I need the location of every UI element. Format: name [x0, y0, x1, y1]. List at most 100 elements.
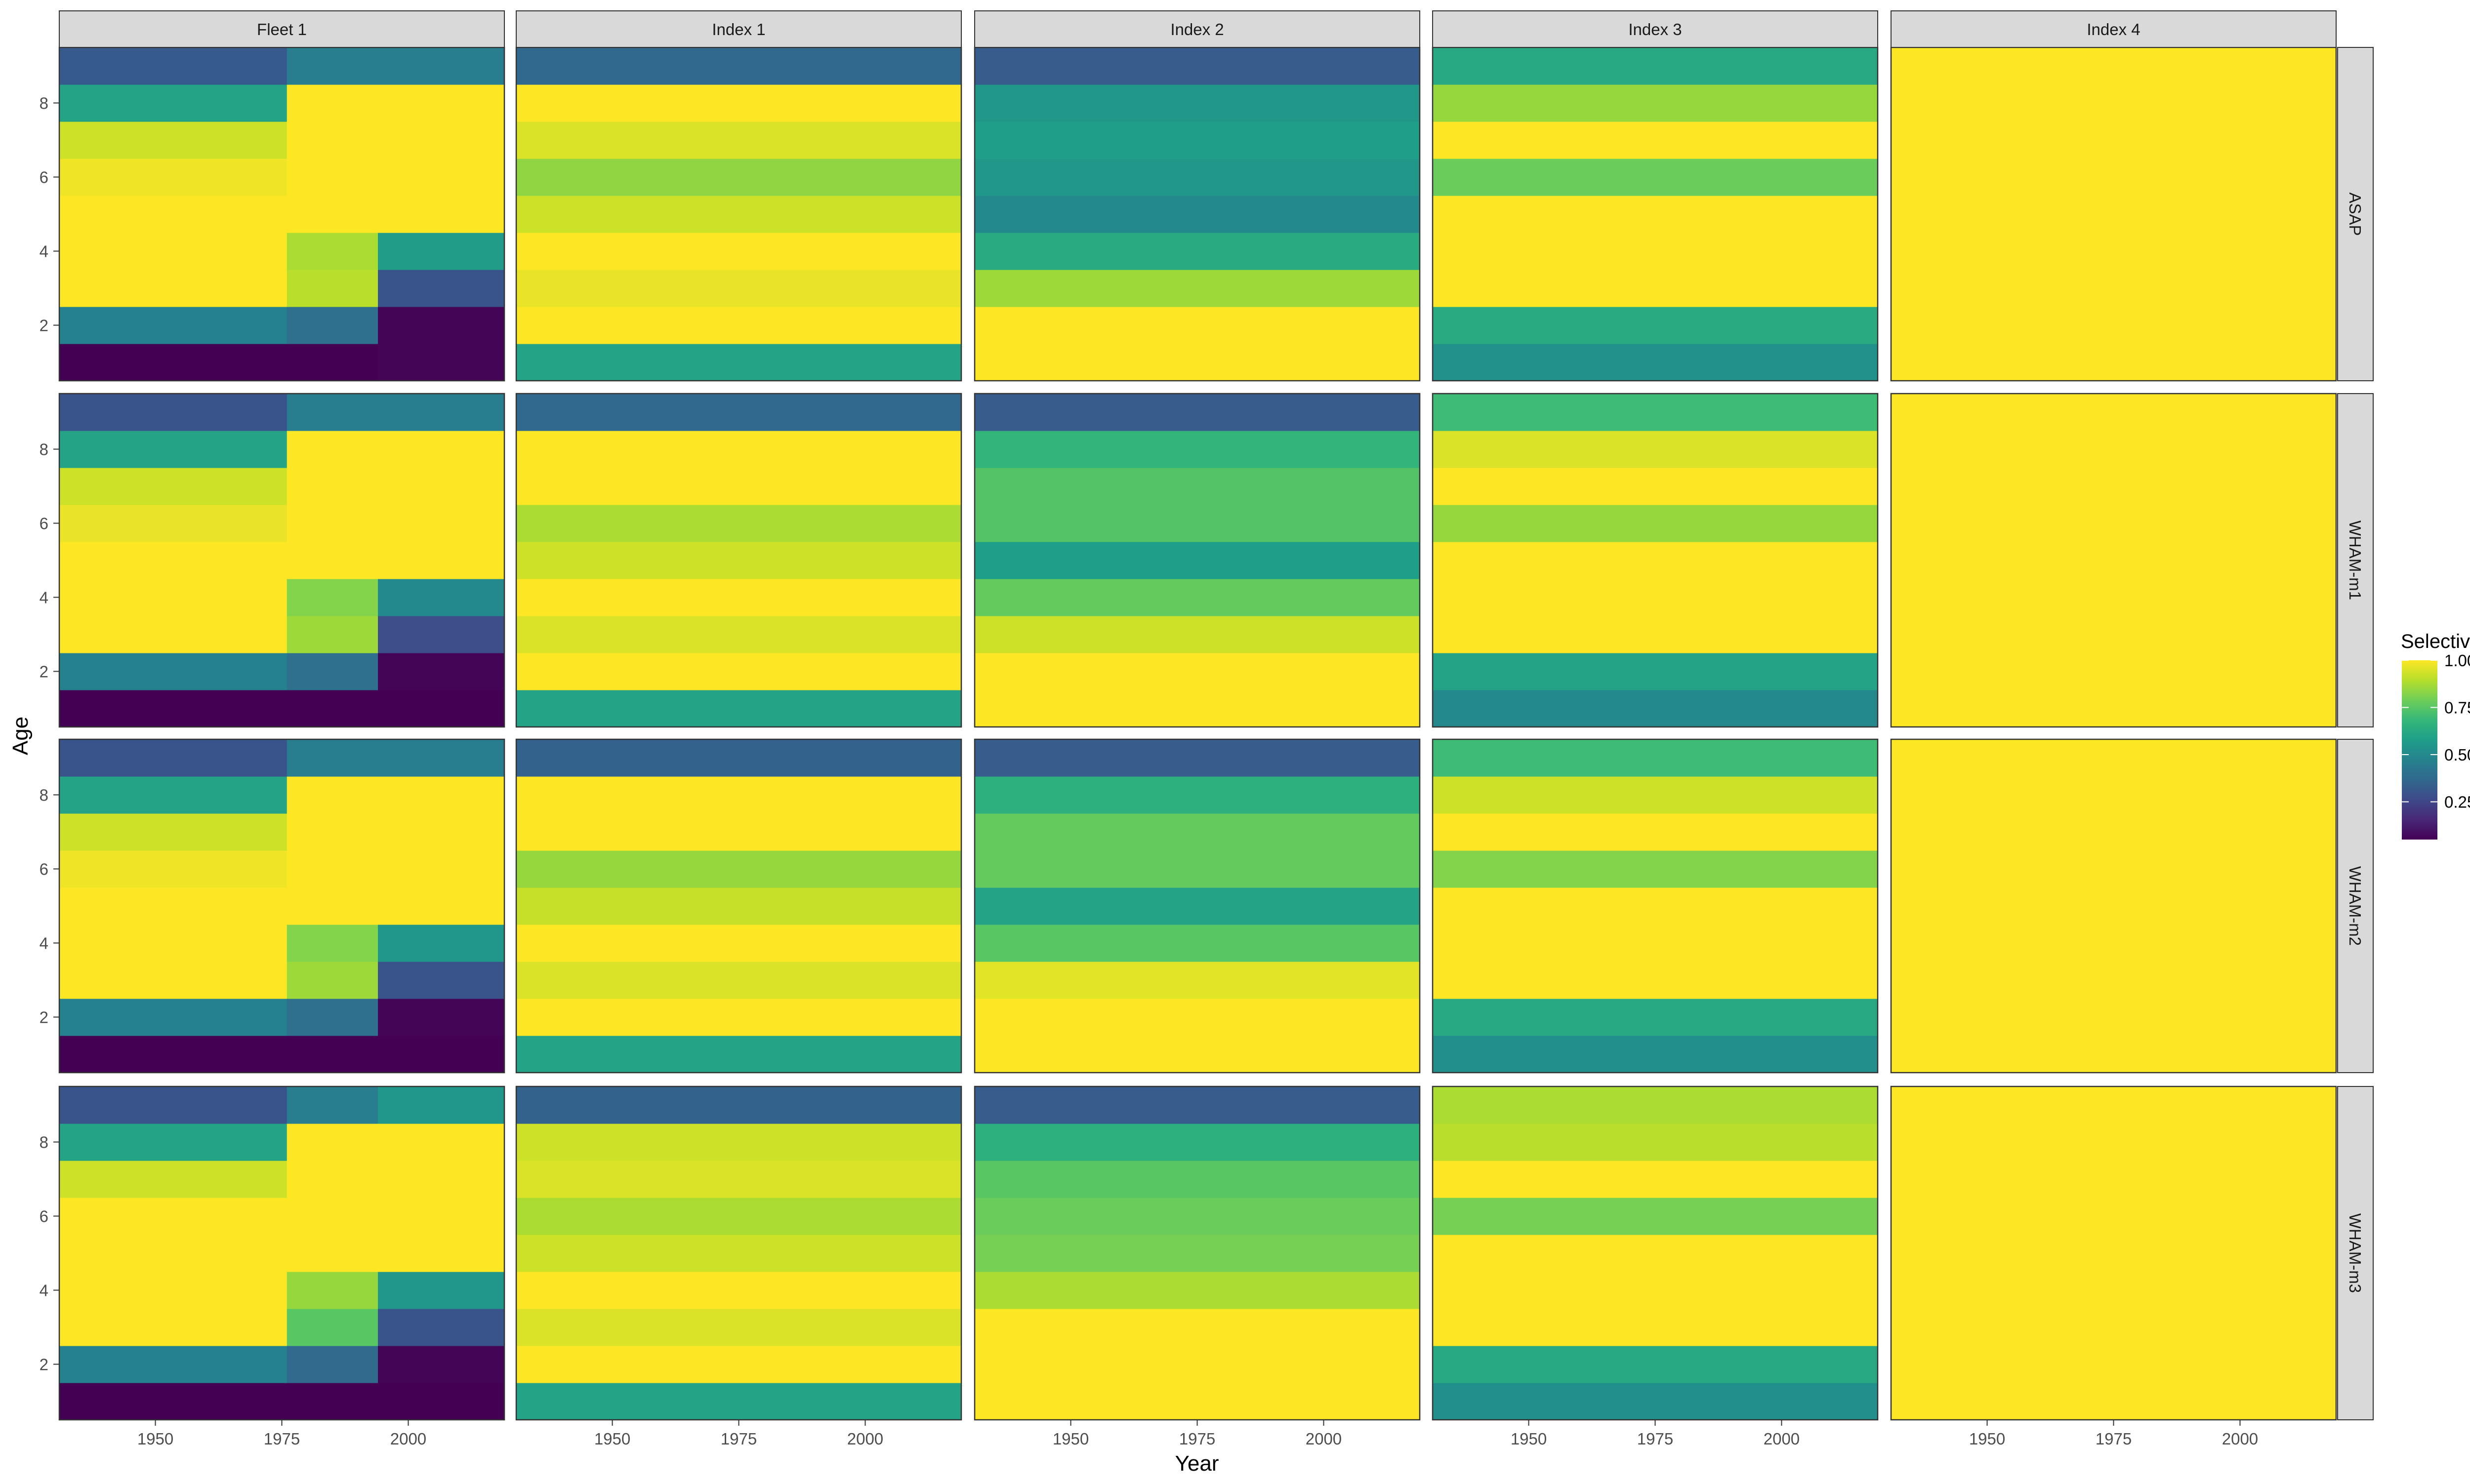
heatmap-cell: [1433, 1383, 1878, 1420]
heatmap-cell: [975, 1036, 1420, 1073]
heatmap-cell: [59, 690, 288, 727]
column-strip: [1891, 10, 2337, 48]
heatmap-cell: [1433, 1272, 1878, 1309]
heatmap-cell: [516, 1123, 961, 1161]
y-tick-label: 2: [40, 1356, 48, 1374]
row-strip-label: ASAP: [2346, 192, 2364, 236]
heatmap-cell: [975, 690, 1420, 727]
heatmap-cell: [287, 1235, 378, 1272]
heatmap-cell: [378, 739, 505, 777]
heatmap-cell: [1891, 233, 2336, 270]
heatmap-cell: [287, 1086, 378, 1124]
heatmap-cell: [516, 233, 961, 270]
heatmap-cell: [975, 1346, 1420, 1383]
heatmap-cell: [975, 394, 1420, 431]
heatmap-cell: [1891, 270, 2336, 307]
heatmap-cell: [1433, 653, 1878, 690]
heatmap-cell: [1891, 1036, 2336, 1073]
heatmap-cell: [59, 84, 288, 122]
x-tick-label: 1975: [2096, 1430, 2132, 1448]
heatmap-cell: [1891, 739, 2336, 777]
heatmap-cell: [516, 270, 961, 307]
panel-border: [974, 393, 1421, 728]
heatmap-cell: [1891, 776, 2336, 814]
heatmap-cell: [1433, 924, 1878, 962]
heatmap-cell: [59, 1198, 288, 1235]
heatmap-cell: [1433, 84, 1878, 122]
heatmap-cell: [378, 653, 505, 690]
heatmap-cell: [378, 159, 505, 196]
panel: [1432, 393, 1879, 728]
legend-title: Selectivity: [2401, 631, 2470, 652]
heatmap-cell: [975, 1086, 1420, 1124]
heatmap-cell: [287, 999, 378, 1036]
column-strip-label: Index 2: [1170, 20, 1224, 39]
panel: [58, 1085, 505, 1421]
heatmap-cell: [59, 1383, 288, 1420]
heatmap-cell: [287, 344, 378, 381]
y-tick-label: 6: [40, 860, 48, 879]
heatmap-cell: [516, 1198, 961, 1235]
heatmap-cell: [516, 1309, 961, 1346]
heatmap-cell: [975, 924, 1420, 962]
panel: [58, 393, 505, 728]
heatmap-cell: [287, 776, 378, 814]
heatmap-cell: [1433, 1161, 1878, 1198]
x-tick-label: 1975: [721, 1430, 757, 1448]
heatmap-cell: [1891, 121, 2336, 159]
heatmap-cell: [287, 739, 378, 777]
heatmap-cell: [516, 887, 961, 925]
heatmap-cell: [287, 84, 378, 122]
heatmap-cell: [975, 542, 1420, 579]
panels-layer: [58, 46, 2337, 1421]
x-tick-label: 1950: [594, 1430, 630, 1448]
heatmap-cell: [516, 1086, 961, 1124]
heatmap-cell: [378, 1272, 505, 1309]
heatmap-cell: [59, 776, 288, 814]
column-strip-label: Index 3: [1628, 20, 1682, 39]
heatmap-cell: [1891, 887, 2336, 925]
panel-border: [515, 393, 962, 728]
heatmap-cell: [975, 84, 1420, 122]
heatmap-cell: [1433, 468, 1878, 505]
heatmap-cell: [516, 307, 961, 344]
heatmap-cell: [59, 924, 288, 962]
heatmap-cell: [516, 84, 961, 122]
heatmap-cell: [59, 813, 288, 851]
heatmap-cell: [1891, 159, 2336, 196]
heatmap-cell: [287, 505, 378, 542]
heatmap-cell: [378, 1036, 505, 1073]
panel: [1890, 1085, 2337, 1421]
heatmap-cell: [378, 1123, 505, 1161]
heatmap-cell: [59, 616, 288, 653]
heatmap-cell: [516, 1036, 961, 1073]
heatmap-cell: [287, 1036, 378, 1073]
heatmap-cell: [1433, 159, 1878, 196]
heatmap-cell: [378, 1346, 505, 1383]
heatmap-cell: [1433, 690, 1878, 727]
panel: [58, 46, 505, 382]
heatmap-cell: [378, 270, 505, 307]
heatmap-cell: [287, 159, 378, 196]
heatmap-cell: [516, 1346, 961, 1383]
heatmap-cell: [516, 542, 961, 579]
heatmap-cell: [59, 579, 288, 616]
heatmap-cell: [59, 542, 288, 579]
heatmap-cell: [975, 579, 1420, 616]
column-strip-label: Index 4: [2087, 20, 2140, 39]
heatmap-cell: [287, 394, 378, 431]
heatmap-cell: [287, 1346, 378, 1383]
panel-border: [58, 738, 505, 1074]
heatmap-cell: [59, 1272, 288, 1309]
heatmap-cell: [975, 616, 1420, 653]
heatmap-cell: [1433, 47, 1878, 85]
heatmap-cell: [378, 690, 505, 727]
heatmap-cell: [378, 616, 505, 653]
heatmap-cell: [1891, 344, 2336, 381]
row-strip-label: WHAM-m1: [2346, 521, 2364, 600]
heatmap-cell: [1891, 1161, 2336, 1198]
heatmap-cell: [1891, 431, 2336, 468]
heatmap-cell: [516, 1161, 961, 1198]
panel-border: [1432, 393, 1879, 728]
heatmap-cell: [975, 431, 1420, 468]
